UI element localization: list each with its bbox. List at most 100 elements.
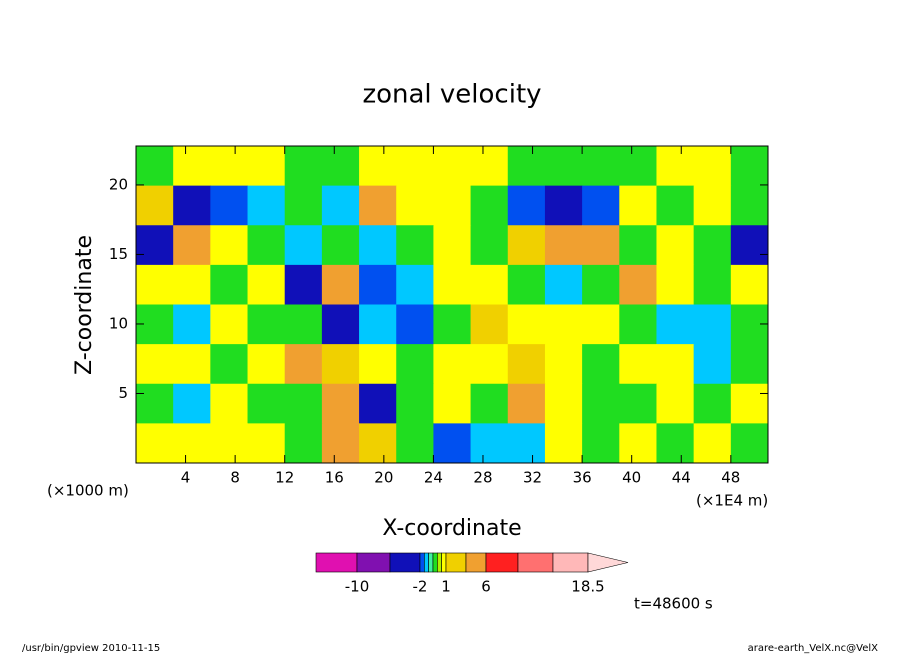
- field-cell: [582, 264, 620, 305]
- colorbar-tick-label: -2: [413, 578, 428, 596]
- colorbar-segment: [552, 552, 589, 573]
- field-cell: [544, 304, 583, 345]
- field-cell: [359, 185, 397, 226]
- field-cell: [247, 423, 286, 464]
- field-cell: [507, 423, 546, 464]
- field-cell: [284, 264, 323, 305]
- colorbar-tick-label: 1: [441, 578, 451, 596]
- field-cell: [359, 383, 397, 424]
- field-cell: [284, 225, 323, 266]
- field-cell: [173, 344, 211, 385]
- plot-frame: [135, 145, 769, 464]
- field-cell: [470, 185, 509, 226]
- field-cell: [582, 383, 620, 424]
- colorbar-segment: [432, 552, 438, 573]
- field-cell: [544, 383, 583, 424]
- x-tick-label: 28: [473, 469, 492, 487]
- colorbar-segment: [465, 552, 487, 573]
- colorbar-segment: [356, 552, 391, 573]
- colorbar-segment: [389, 552, 421, 573]
- field-cell: [582, 146, 620, 187]
- y-tick-label: 5: [118, 384, 128, 402]
- field-cell: [656, 344, 695, 385]
- field-cell: [396, 344, 434, 385]
- field-cell: [173, 304, 211, 345]
- x-tick-label: 8: [230, 469, 240, 487]
- field-cell: [470, 344, 509, 385]
- field-cell: [582, 225, 620, 266]
- field-cell: [136, 423, 174, 464]
- field-cell: [582, 344, 620, 385]
- field-cell: [284, 146, 323, 187]
- field-cell: [433, 423, 472, 464]
- colorbar-segment: [441, 552, 447, 573]
- field-cell: [656, 264, 695, 305]
- field-cell: [210, 185, 249, 226]
- field-cell: [619, 264, 657, 305]
- field-cell: [433, 383, 472, 424]
- field-cell: [619, 185, 657, 226]
- y-tick-label: 15: [109, 245, 128, 263]
- x-scale-note: (×1E4 m): [696, 492, 768, 510]
- field-cell: [210, 264, 249, 305]
- field-cell: [173, 264, 211, 305]
- footer-right: arare-earth_VelX.nc@VelX: [748, 643, 879, 654]
- field-cell: [210, 225, 249, 266]
- x-tick-label: 20: [374, 469, 393, 487]
- field-cell: [321, 304, 360, 345]
- field-cell: [396, 423, 434, 464]
- field-cell: [284, 344, 323, 385]
- field-cell: [247, 304, 286, 345]
- field-cell: [210, 344, 249, 385]
- field-cell: [619, 304, 657, 345]
- y-tick-label: 10: [109, 314, 128, 332]
- field-cell: [136, 225, 174, 266]
- x-tick-label: 48: [721, 469, 740, 487]
- field-cell: [359, 146, 397, 187]
- field-cell: [359, 344, 397, 385]
- x-tick-label: 40: [622, 469, 641, 487]
- field-cell: [136, 264, 174, 305]
- field-cell: [730, 423, 769, 464]
- field-cell: [619, 383, 657, 424]
- field-cell: [321, 423, 360, 464]
- field-cell: [321, 383, 360, 424]
- field-cell: [284, 423, 323, 464]
- field-cell: [359, 225, 397, 266]
- field-cell: [582, 185, 620, 226]
- field-cell: [544, 264, 583, 305]
- field-cell: [693, 146, 732, 187]
- field-cell: [619, 146, 657, 187]
- x-tick-label: 44: [672, 469, 691, 487]
- field-cell: [396, 185, 434, 226]
- field-cell: [136, 383, 174, 424]
- chart-title: zonal velocity: [362, 80, 541, 110]
- colorbar-segment: [315, 552, 358, 573]
- colorbar-tick-label: -10: [345, 578, 370, 596]
- field-cell: [433, 225, 472, 266]
- field-cell: [730, 185, 769, 226]
- x-tick-label: 4: [181, 469, 191, 487]
- field-cell: [693, 383, 732, 424]
- field-cell: [173, 423, 211, 464]
- colorbar-tick-label: 18.5: [571, 578, 604, 596]
- field-cell: [507, 304, 546, 345]
- field-cell: [730, 264, 769, 305]
- field-cell: [656, 304, 695, 345]
- field-cell: [433, 304, 472, 345]
- x-unit-note: (×1000 m): [47, 482, 129, 500]
- colorbar-segment: [428, 552, 434, 573]
- field-cell: [507, 146, 546, 187]
- field-cell: [619, 423, 657, 464]
- field-cell: [470, 423, 509, 464]
- x-tick-label: 16: [325, 469, 344, 487]
- colorbar-tick-label: 6: [481, 578, 491, 596]
- field-cell: [693, 344, 732, 385]
- field-cell: [507, 383, 546, 424]
- field-cell: [321, 185, 360, 226]
- field-cell: [321, 344, 360, 385]
- field-cell: [210, 383, 249, 424]
- field-cell: [173, 225, 211, 266]
- field-cell: [321, 146, 360, 187]
